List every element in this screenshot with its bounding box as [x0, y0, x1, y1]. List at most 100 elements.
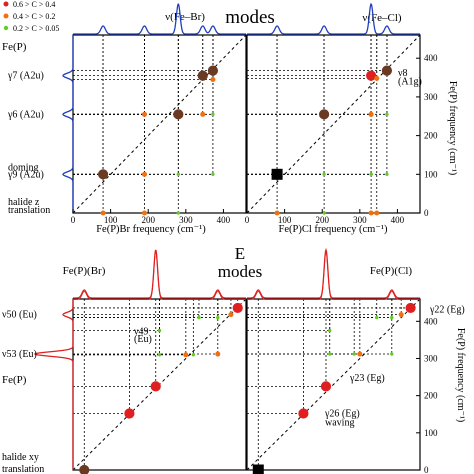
data-point-0-2 [141, 210, 148, 216]
data-point-3-8 [390, 315, 394, 320]
top-ytick-label-0: 0 [424, 208, 429, 218]
data-point-2-5 [183, 352, 189, 358]
top-ytick-label-200: 200 [424, 131, 438, 141]
top-xtick-label-0-0: 0 [71, 215, 76, 225]
data-point-2-1 [124, 408, 135, 419]
bottom-ytick-label-100: 100 [424, 428, 438, 438]
data-point-3-7 [375, 315, 379, 320]
top-ytick-label-300: 300 [424, 92, 438, 102]
data-point-1-9 [374, 75, 380, 81]
top-xtick-label-0-200: 200 [141, 215, 155, 225]
top-mode-label-4: halide z [8, 197, 40, 208]
panel-frame-1 [246, 34, 421, 214]
data-point-2-10 [228, 312, 234, 318]
legend: 0.6 > C > 0.4 0.4 > C > 0.2 0.2 > C > 0.… [3, 0, 59, 33]
panel-frame-3 [246, 298, 421, 471]
bottom-right-annot-1: γ23 (Eg) [349, 373, 385, 384]
data-point-1-10 [374, 210, 380, 216]
bottom-translation-label: translation [2, 464, 44, 474]
spectrum-1 [247, 2, 420, 35]
data-point-2-9 [215, 351, 221, 357]
data-point-1-2 [318, 109, 330, 120]
data-point-2-4 [157, 328, 162, 333]
top-xtick-label-1-200: 200 [315, 215, 329, 225]
top-ylabel-right: Fe(P) frequency (cm⁻¹) [447, 81, 458, 175]
bottom-title-line1: E [235, 244, 245, 263]
spectrum-3 [247, 247, 420, 299]
top-xtick-label-0-300: 300 [179, 215, 193, 225]
data-point-0-0 [97, 169, 109, 180]
data-point-3-4 [328, 328, 332, 333]
data-point-3-10 [398, 312, 404, 318]
data-point-1-3 [322, 172, 326, 177]
legend-marker-1 [3, 1, 9, 7]
top-xtick-label-0-400: 400 [217, 215, 231, 225]
data-point-1-13 [385, 172, 389, 177]
bottom-panel-title-right: Fe(P)(Cl) [370, 265, 413, 277]
top-xtick-label-1-0: 0 [245, 215, 250, 225]
data-point-0-8 [197, 70, 208, 81]
data-point-2-7 [197, 315, 201, 320]
data-point-0-7 [173, 109, 184, 120]
top-xtick-label-1-300: 300 [353, 215, 367, 225]
top-mode-label-3: γ9 (A2u) [7, 169, 44, 180]
top-mode-label-5: translation [8, 205, 50, 216]
data-point-1-11 [381, 65, 393, 76]
data-point-3-6 [357, 351, 363, 357]
panel-diagonal-1 [246, 34, 421, 214]
panel-diagonal-3 [246, 298, 421, 471]
data-point-3-11 [405, 302, 416, 314]
top-ytick-label-100: 100 [424, 169, 438, 179]
top-xtick-label-0-100: 100 [104, 215, 118, 225]
top-mode-label-1: γ6 (A2u) [7, 109, 44, 120]
legend-label-2: 0.4 > C > 0.2 [13, 12, 55, 21]
top-mode-label-0: γ7 (A2u) [7, 71, 44, 82]
bottom-ytick-label-200: 200 [424, 391, 438, 401]
top-right-annot-1: (A1g) [398, 76, 422, 87]
data-point-3-3 [328, 352, 332, 356]
panel-diagonal-0 [72, 34, 247, 214]
top-title: modes [225, 7, 275, 28]
data-point-3-9 [390, 352, 394, 356]
data-point-1-4 [322, 211, 326, 215]
data-point-0-6 [176, 172, 181, 177]
data-point-0-12 [211, 112, 215, 117]
top-mode-label-2: doming [8, 162, 39, 173]
top-right-annot-0: ν8 [398, 68, 408, 79]
bottom-right-annot-3: waving [325, 417, 354, 428]
data-point-1-5 [366, 70, 377, 81]
bottom-ytick-label-0: 0 [424, 465, 429, 474]
data-point-2-2 [150, 381, 161, 392]
data-point-square-1-0 [271, 168, 283, 180]
top-xtick-label-1-400: 400 [391, 215, 405, 225]
top-fe-p-label: Fe(P) [2, 41, 27, 53]
bottom-ylabel-right: Fe(P) frequency (cm⁻¹) [455, 328, 466, 422]
data-point-0-11 [210, 76, 216, 83]
data-point-0-9 [200, 111, 206, 117]
legend-label-3: 0.2 > C > 0.05 [13, 24, 59, 33]
data-point-0-5 [176, 211, 181, 215]
data-point-0-1 [100, 210, 106, 216]
top-xtick-label-1-100: 100 [278, 215, 292, 225]
bottom-right-annot-0: γ22 (Eg) [429, 304, 465, 315]
bottom-ytick-label-300: 300 [424, 353, 438, 363]
spectrum-shadow-3 [247, 250, 420, 300]
data-point-0-3 [141, 171, 148, 177]
spectrum-0 [73, 3, 246, 35]
bottom-mode-label-1: ν53 (Eu) [2, 349, 37, 360]
top-xlabel-right: Fe(P)Cl frequency (cm⁻¹) [279, 224, 388, 235]
chart-marks: 0 100 200 300 400 0 100 200 300 400 0 100 200 300 400 0… [2, 2, 465, 474]
bottom-ytick-label-400: 400 [424, 316, 438, 326]
left-spectrum-top [62, 35, 74, 213]
legend-marker-3 [3, 25, 9, 31]
data-point-1-8 [368, 210, 374, 216]
data-point-2-0 [79, 464, 90, 474]
data-point-3-2 [320, 381, 332, 392]
data-point-1-7 [369, 172, 373, 177]
legend-marker-2 [3, 13, 9, 19]
data-point-0-4 [141, 111, 148, 117]
bottom-panel-title-left: Fe(P)(Br) [63, 265, 106, 277]
top-peak-label-left: ν(Fe–Br) [165, 11, 205, 23]
data-point-1-12 [385, 112, 389, 117]
